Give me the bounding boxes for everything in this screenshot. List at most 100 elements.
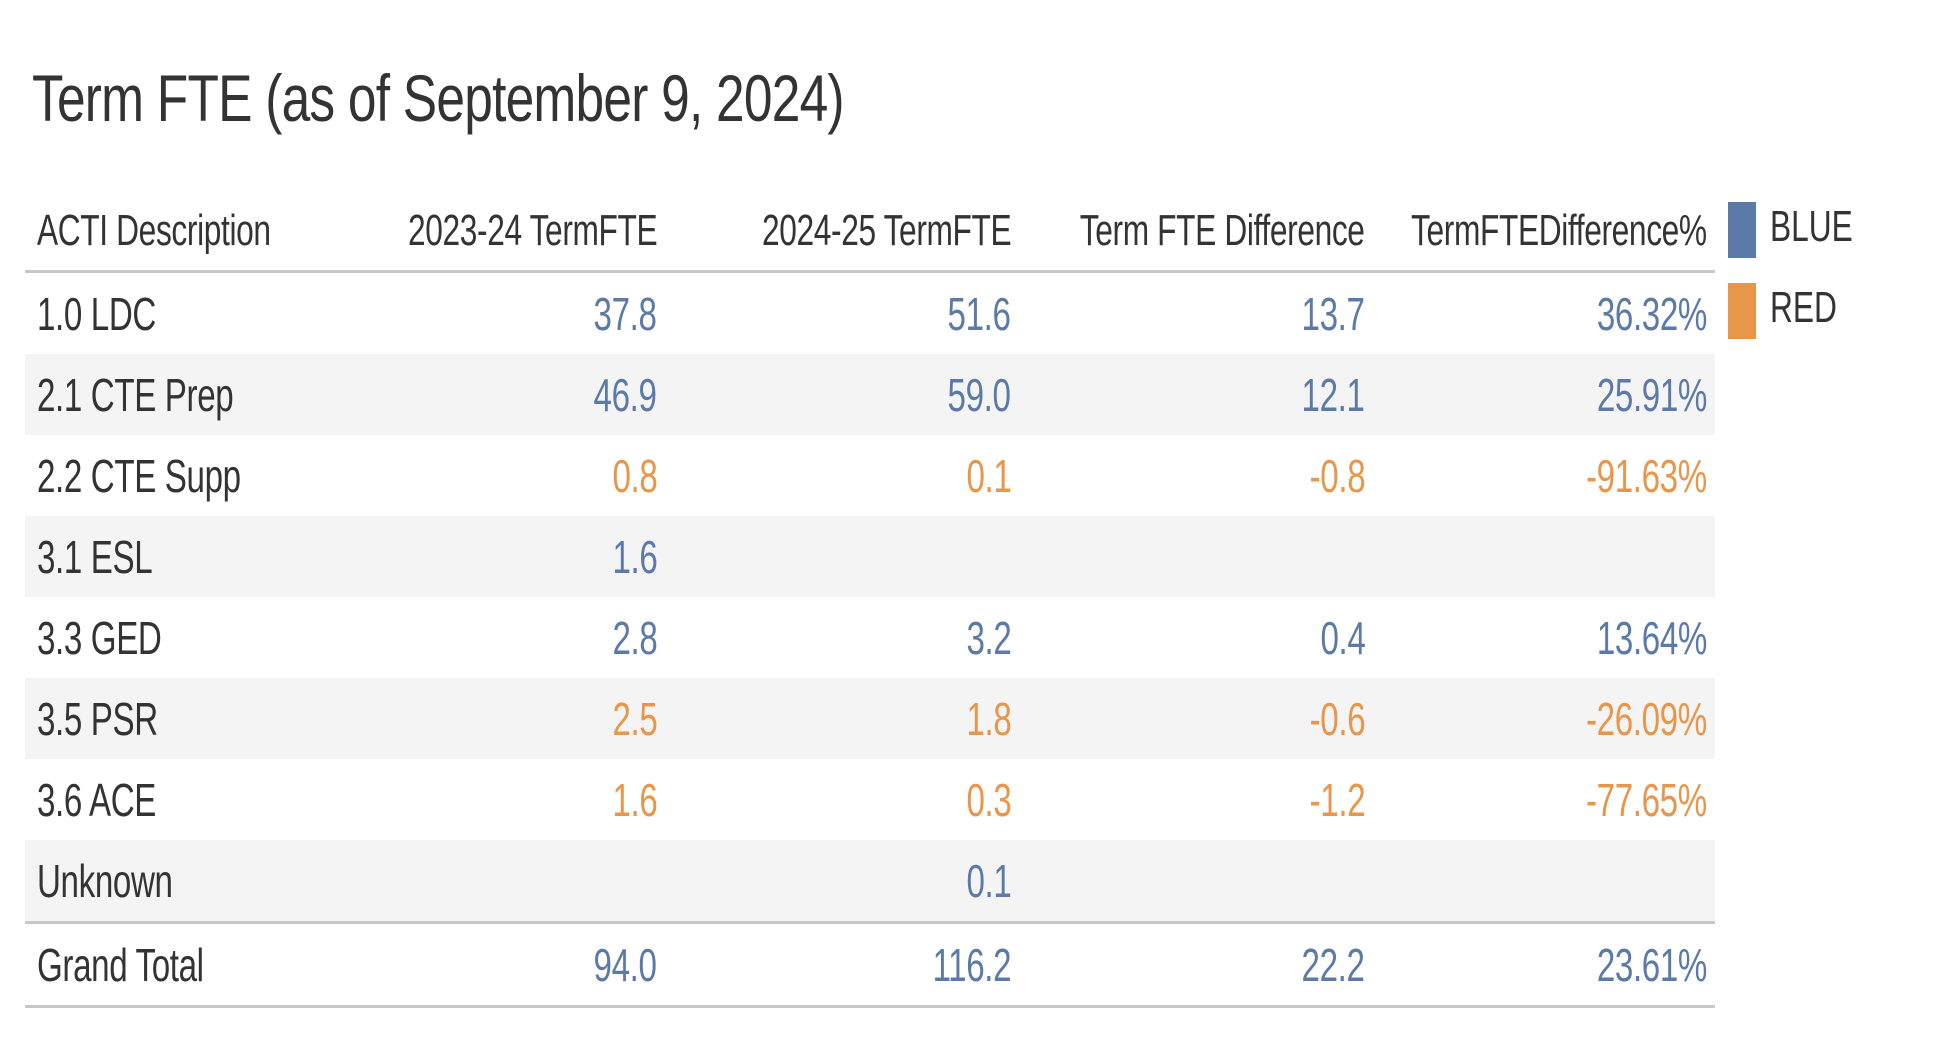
value-difference: -0.6 xyxy=(1309,692,1365,745)
row-label: Grand Total xyxy=(37,924,397,1005)
fte-table: ACTI Description 2023-24 TermFTE 2024-25… xyxy=(25,192,1715,1008)
value-difference: 13.7 xyxy=(1301,287,1365,340)
value-difference-pct-cell[interactable]: -77.65% xyxy=(1405,759,1707,840)
value-2024-25-cell[interactable]: 59.0 xyxy=(705,354,1011,435)
value-2024-25-cell[interactable]: 116.2 xyxy=(705,924,1011,1005)
value-2023-24: 1.6 xyxy=(612,773,657,826)
row-label: 3.6 ACE xyxy=(37,759,397,840)
value-difference-pct-cell[interactable]: -91.63% xyxy=(1405,435,1707,516)
value-difference-cell[interactable]: -0.6 xyxy=(1055,678,1365,759)
value-difference-pct-cell[interactable]: 23.61% xyxy=(1405,924,1708,1005)
legend-label-blue: BLUE xyxy=(1770,202,1853,251)
row-label-text: Unknown xyxy=(37,854,173,907)
value-2024-25: 0.1 xyxy=(966,854,1011,907)
value-2024-25-cell[interactable]: 51.6 xyxy=(705,273,1011,354)
value-2023-24-cell[interactable]: 0.8 xyxy=(355,435,657,516)
row-label-text: 2.2 CTE Supp xyxy=(37,449,241,502)
row-label-text: 1.0 LDC xyxy=(37,287,156,340)
value-2024-25: 1.8 xyxy=(966,692,1011,745)
value-2024-25: 116.2 xyxy=(932,938,1011,991)
value-difference-pct: 25.91% xyxy=(1596,368,1708,421)
table-row: 3.1 ESL 1.6 xyxy=(25,516,1715,597)
table-body: 1.0 LDC 37.8 51.6 13.7 36.32% 2.1 CTE Prep 46.… xyxy=(25,273,1715,1008)
value-2023-24-cell[interactable]: 94.0 xyxy=(355,924,657,1005)
row-label-text: 3.5 PSR xyxy=(37,692,158,745)
row-label: 3.3 GED xyxy=(37,597,397,678)
value-2024-25: 0.1 xyxy=(966,449,1011,502)
header-termfte-difference-pct-text: TermFTEDifference% xyxy=(1411,206,1707,255)
value-difference-cell[interactable]: 13.7 xyxy=(1055,273,1365,354)
table-row: 2.1 CTE Prep 46.9 59.0 12.1 25.91% xyxy=(25,354,1715,435)
header-2024-25-termfte-text: 2024-25 TermFTE xyxy=(761,206,1012,255)
value-2023-24: 2.5 xyxy=(612,692,657,745)
value-difference-cell[interactable]: -0.8 xyxy=(1055,435,1365,516)
table-row: 3.6 ACE 1.6 0.3 -1.2 -77.65% xyxy=(25,759,1715,840)
grand-total-row: Grand Total 94.0 116.2 22.2 23.61% xyxy=(25,921,1715,1008)
value-2023-24: 46.9 xyxy=(593,368,657,421)
value-2023-24-cell[interactable]: 46.9 xyxy=(355,354,657,435)
value-difference: 0.4 xyxy=(1320,611,1365,664)
value-2024-25-cell[interactable]: 3.2 xyxy=(705,597,1011,678)
table-row: Unknown 0.1 xyxy=(25,840,1715,921)
row-label: Unknown xyxy=(37,840,397,921)
legend-swatch-red xyxy=(1728,283,1756,339)
value-2024-25: 3.2 xyxy=(966,611,1011,664)
value-difference-pct-cell[interactable]: 36.32% xyxy=(1405,273,1708,354)
value-2024-25: 0.3 xyxy=(966,773,1011,826)
value-difference: 12.1 xyxy=(1301,368,1365,421)
value-difference-pct: -26.09% xyxy=(1586,692,1707,745)
value-difference-cell[interactable]: -1.2 xyxy=(1055,759,1365,840)
row-label-text: 3.6 ACE xyxy=(37,773,157,826)
header-2023-24-termfte-text: 2023-24 TermFTE xyxy=(407,206,658,255)
row-label: 3.1 ESL xyxy=(37,516,397,597)
table-row: 3.5 PSR 2.5 1.8 -0.6 -26.09% xyxy=(25,678,1715,759)
row-label: 1.0 LDC xyxy=(37,273,397,354)
table-row: 3.3 GED 2.8 3.2 0.4 13.64% xyxy=(25,597,1715,678)
value-difference-pct-cell[interactable]: -26.09% xyxy=(1405,678,1707,759)
value-difference: -1.2 xyxy=(1309,773,1365,826)
value-difference: -0.8 xyxy=(1309,449,1365,502)
table-row: 2.2 CTE Supp 0.8 0.1 -0.8 -91.63% xyxy=(25,435,1715,516)
header-term-fte-difference: Term FTE Difference xyxy=(1055,192,1365,270)
header-2024-25-termfte: 2024-25 TermFTE xyxy=(705,192,1012,270)
value-2024-25-cell[interactable]: 0.1 xyxy=(705,435,1011,516)
value-difference-cell[interactable] xyxy=(1055,516,1365,597)
row-label: 2.2 CTE Supp xyxy=(37,435,397,516)
table-row: 1.0 LDC 37.8 51.6 13.7 36.32% xyxy=(25,273,1715,354)
value-2024-25-cell[interactable]: 1.8 xyxy=(705,678,1011,759)
value-2024-25-cell[interactable]: 0.3 xyxy=(705,759,1011,840)
value-difference-cell[interactable] xyxy=(1055,840,1365,921)
value-difference-cell[interactable]: 12.1 xyxy=(1055,354,1365,435)
value-difference-pct-cell[interactable] xyxy=(1405,516,1707,597)
value-difference-pct: -77.65% xyxy=(1586,773,1707,826)
value-2023-24: 37.8 xyxy=(593,287,657,340)
row-label-text: Grand Total xyxy=(37,938,204,991)
value-2023-24: 0.8 xyxy=(612,449,657,502)
value-difference-pct-cell[interactable]: 25.91% xyxy=(1405,354,1708,435)
value-2023-24-cell[interactable]: 1.6 xyxy=(355,759,657,840)
value-2023-24-cell[interactable]: 1.6 xyxy=(355,516,657,597)
row-label: 2.1 CTE Prep xyxy=(37,354,397,435)
value-2023-24-cell[interactable]: 37.8 xyxy=(355,273,657,354)
header-2023-24-termfte: 2023-24 TermFTE xyxy=(355,192,658,270)
header-termfte-difference-pct: TermFTEDifference% xyxy=(1405,192,1707,270)
page-title: Term FTE (as of September 9, 2024) xyxy=(32,61,845,135)
value-2023-24-cell[interactable] xyxy=(355,840,657,921)
value-difference-cell[interactable]: 0.4 xyxy=(1055,597,1365,678)
value-difference-pct: -91.63% xyxy=(1586,449,1707,502)
value-2023-24-cell[interactable]: 2.5 xyxy=(355,678,657,759)
value-2024-25: 51.6 xyxy=(947,287,1011,340)
value-difference-pct: 23.61% xyxy=(1596,938,1708,991)
value-difference-pct-cell[interactable]: 13.64% xyxy=(1405,597,1708,678)
value-2024-25-cell[interactable] xyxy=(705,516,1011,597)
value-difference-pct-cell[interactable] xyxy=(1405,840,1707,921)
legend-swatch-blue xyxy=(1728,202,1756,258)
value-2024-25-cell[interactable]: 0.1 xyxy=(705,840,1011,921)
value-difference-cell[interactable]: 22.2 xyxy=(1055,924,1365,1005)
row-label: 3.5 PSR xyxy=(37,678,397,759)
header-acti-description: ACTI Description xyxy=(37,192,397,270)
value-2023-24: 2.8 xyxy=(612,611,657,664)
value-2023-24: 1.6 xyxy=(612,530,657,583)
header-acti-description-text: ACTI Description xyxy=(37,206,271,255)
value-2023-24-cell[interactable]: 2.8 xyxy=(355,597,657,678)
